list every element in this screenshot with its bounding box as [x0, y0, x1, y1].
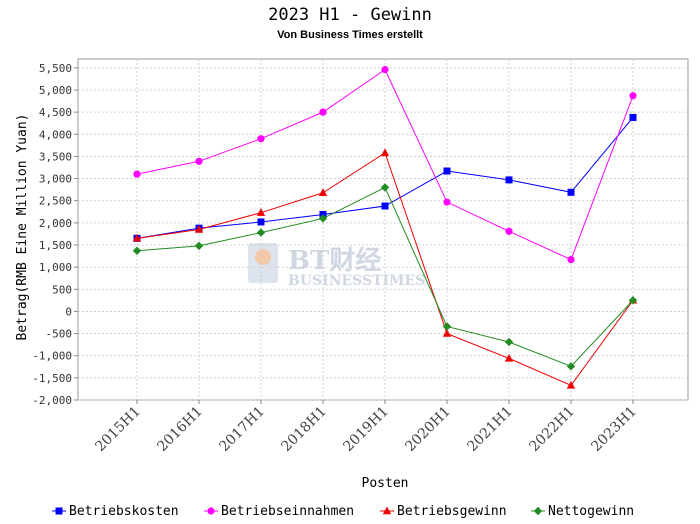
legend-item-betriebsgewinn: Betriebsgewinn — [380, 504, 507, 519]
y-tick-label: -500 — [46, 328, 73, 341]
grid-lines — [78, 59, 688, 401]
y-tick-label: 3,000 — [39, 173, 72, 186]
y-tick-label: 4,000 — [39, 128, 72, 141]
y-tick-label: 3,500 — [39, 150, 72, 163]
series-betriebseinnahmen — [133, 66, 637, 264]
y-tick-label: 2,500 — [39, 195, 72, 208]
data-point-betriebskosten — [443, 167, 451, 175]
data-point-nettogewinn — [380, 183, 390, 192]
data-point-betriebseinnahmen — [567, 256, 575, 264]
y-tick-label: -1,500 — [32, 372, 72, 385]
legend: Betriebskosten Betriebseinnahmen Betriebsg… — [52, 504, 634, 519]
data-point-nettogewinn — [628, 296, 638, 305]
y-axis-label: Betrag(RMB Eine Million Yuan) — [15, 114, 30, 341]
legend-marker-betriebsgewinn — [382, 506, 392, 515]
data-point-nettogewinn — [442, 322, 452, 331]
data-point-betriebsgewinn — [566, 380, 576, 389]
watermark-en-text: BUSINESSTIMES — [288, 273, 425, 289]
series-nettogewinn — [132, 183, 638, 371]
data-point-betriebsgewinn — [194, 225, 204, 233]
x-axis-label: Posten — [362, 476, 409, 491]
watermark-cn-text: BT财经 — [288, 245, 381, 276]
legend-label: Nettogewinn — [548, 504, 634, 519]
legend-label: Betriebskosten — [69, 504, 179, 519]
x-tick-label: 2022H1 — [526, 404, 577, 455]
chart-title: 2023 H1 - Gewinn — [268, 5, 432, 25]
x-axis: 2015H1 2016H1 2017H1 2018H1 2019H1 2020H1 2021… — [92, 400, 640, 455]
data-point-betriebsgewinn — [132, 233, 142, 242]
plot-frame — [77, 58, 689, 401]
data-point-betriebsgewinn — [318, 188, 328, 196]
data-point-betriebseinnahmen — [319, 108, 327, 116]
x-tick-label: 2019H1 — [340, 404, 391, 455]
data-point-nettogewinn — [256, 228, 266, 237]
legend-label: Betriebsgewinn — [397, 504, 507, 519]
x-tick-label: 2017H1 — [216, 404, 267, 455]
data-point-betriebskosten — [505, 176, 513, 184]
series-layer — [132, 66, 638, 389]
legend-item-betriebskosten: Betriebskosten — [52, 504, 179, 519]
data-point-betriebseinnahmen — [505, 227, 513, 235]
legend-label: Betriebseinnahmen — [221, 504, 354, 519]
data-point-betriebsgewinn — [442, 329, 452, 337]
legend-marker-nettogewinn — [533, 506, 543, 516]
y-tick-label: 5,000 — [39, 84, 72, 97]
data-point-betriebskosten — [567, 188, 575, 196]
legend-item-nettogewinn: Nettogewinn — [531, 504, 634, 519]
y-tick-label: 5,500 — [39, 62, 72, 75]
plot-area — [77, 58, 689, 401]
y-tick-label: 1,000 — [39, 261, 72, 274]
data-point-nettogewinn — [194, 241, 204, 251]
y-axis: -2,000 -1,500 -1,000 -500 0 500 1,000 1,500 2,00… — [32, 62, 78, 407]
y-tick-label: -1,000 — [32, 350, 72, 363]
data-point-nettogewinn — [318, 214, 328, 223]
x-tick-label: 2020H1 — [402, 404, 453, 455]
y-tick-label: 2,000 — [39, 217, 72, 230]
chart-subtitle: Von Business Times erstellt — [277, 29, 423, 41]
legend-marker-betriebseinnahmen — [207, 507, 215, 515]
y-tick-label: 0 — [65, 305, 72, 318]
x-tick-label: 2018H1 — [278, 404, 329, 455]
data-point-betriebskosten — [629, 113, 637, 121]
y-tick-label: 4,500 — [39, 106, 72, 119]
data-point-betriebseinnahmen — [257, 135, 265, 143]
data-point-betriebseinnahmen — [133, 170, 141, 178]
x-tick-label: 2021H1 — [464, 404, 515, 455]
x-tick-label: 2016H1 — [154, 404, 205, 455]
y-tick-label: -2,000 — [32, 394, 72, 407]
data-point-betriebseinnahmen — [195, 157, 203, 165]
watermark-logo-dot — [255, 249, 271, 265]
x-tick-label: 2015H1 — [92, 404, 143, 455]
data-point-betriebskosten — [257, 218, 265, 226]
data-point-nettogewinn — [132, 246, 142, 255]
data-point-betriebsgewinn — [380, 148, 390, 157]
data-point-betriebseinnahmen — [629, 92, 637, 100]
x-tick-label: 2023H1 — [588, 404, 639, 455]
data-point-betriebsgewinn — [504, 353, 514, 362]
legend-marker-betriebskosten — [55, 507, 63, 515]
y-tick-label: 500 — [52, 283, 72, 296]
data-point-betriebsgewinn — [256, 208, 266, 216]
data-point-betriebseinnahmen — [381, 66, 389, 74]
data-point-nettogewinn — [566, 362, 576, 371]
legend-item-betriebseinnahmen: Betriebseinnahmen — [204, 504, 354, 519]
data-point-betriebskosten — [381, 202, 389, 210]
data-point-betriebseinnahmen — [443, 198, 451, 206]
y-tick-label: 1,500 — [39, 239, 72, 252]
data-point-nettogewinn — [504, 337, 514, 347]
